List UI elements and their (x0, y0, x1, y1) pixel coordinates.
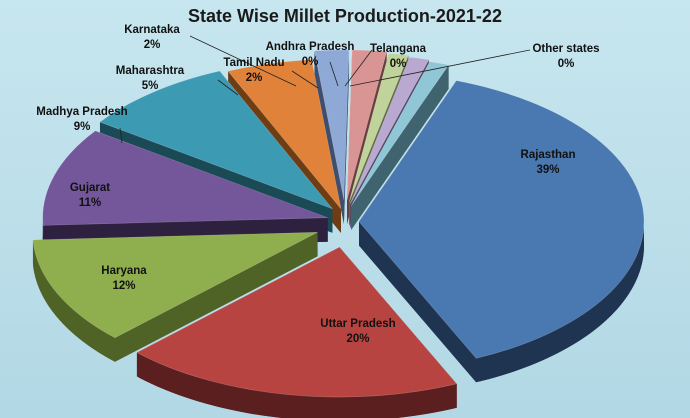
slice-top-karnataka (314, 49, 350, 200)
slice-name-rajasthan: Rajasthan (521, 149, 576, 161)
slice-name-uttar-pradesh: Uttar Pradesh (320, 318, 395, 330)
slice-name-andhra-pradesh: Andhra Pradesh (266, 41, 355, 53)
slice-name-other-states: Other states (532, 43, 599, 55)
label-maharashtra: Maharashtra 5% (116, 65, 239, 96)
label-rajasthan: Rajasthan 39% (521, 149, 576, 176)
label-gujarat: Gujarat 11% (70, 182, 110, 209)
slice-top-rajasthan (358, 80, 645, 359)
leader-line-tamil-nadu (291, 70, 319, 89)
slice-wall-end-other-states (351, 64, 449, 230)
leader-line-other-states (349, 49, 531, 87)
leader-line-madhya-pradesh (119, 127, 123, 144)
pie-slice-karnataka (314, 49, 350, 224)
chart-title: State Wise Millet Production-2021-22 (188, 6, 502, 26)
leader-line-telangana (344, 49, 373, 87)
slice-top-madhya-pradesh (99, 70, 334, 210)
slice-top-gujarat (42, 130, 328, 226)
pie-slice-rajasthan (358, 80, 645, 383)
slice-value-uttar-pradesh: 20% (346, 333, 369, 345)
slice-side-rajasthan (479, 218, 644, 382)
slice-side-uttar-pradesh (138, 353, 457, 418)
pie-slice-uttar-pradesh (136, 246, 458, 418)
slice-wall-end-karnataka (343, 49, 350, 224)
slice-wall-end-rajasthan (358, 221, 477, 383)
leader-line-karnataka (189, 35, 297, 87)
slice-value-madhya-pradesh: 9% (74, 121, 91, 133)
label-haryana: Haryana 12% (101, 265, 147, 292)
slice-value-andhra-pradesh: 0% (302, 56, 319, 68)
slice-wall-start-karnataka (314, 50, 344, 224)
label-other-states: Other states 0% (349, 43, 600, 87)
slice-value-gujarat: 11% (79, 197, 101, 209)
slice-top-other-states (350, 61, 450, 207)
label-madhya-pradesh: Madhya Pradesh 9% (36, 106, 128, 144)
slice-name-maharashtra: Maharashtra (116, 65, 185, 77)
slice-name-madhya-pradesh: Madhya Pradesh (36, 106, 127, 118)
slice-top-telangana (350, 56, 430, 204)
slice-value-karnataka: 2% (144, 39, 161, 51)
leader-line-andhra-pradesh (329, 61, 339, 87)
slice-value-rajasthan: 39% (536, 164, 559, 176)
slice-top-maharashtra (227, 59, 342, 210)
pie-slice-other-states (350, 61, 450, 230)
slice-value-maharashtra: 5% (142, 80, 159, 92)
slice-name-telangana: Telangana (370, 43, 427, 55)
label-karnataka: Karnataka 2% (124, 24, 297, 87)
label-andhra-pradesh: Andhra Pradesh 0% (266, 41, 355, 87)
slice-top-haryana (32, 231, 318, 339)
label-telangana: Telangana 0% (344, 43, 427, 87)
slice-value-other-states: 0% (558, 58, 575, 70)
slice-name-haryana: Haryana (101, 265, 147, 277)
pie-slice-haryana (32, 231, 318, 362)
slice-name-gujarat: Gujarat (70, 182, 110, 194)
label-uttar-pradesh: Uttar Pradesh 20% (320, 318, 395, 345)
label-tamil-nadu: Tamil Nadu 2% (223, 57, 319, 89)
slice-top-tamil-nadu (346, 49, 388, 201)
slice-value-tamil-nadu: 2% (246, 72, 263, 84)
slice-top-uttar-pradesh (136, 246, 458, 398)
slice-name-karnataka: Karnataka (124, 24, 180, 36)
leader-line-maharashtra (217, 79, 239, 96)
slice-value-telangana: 0% (390, 58, 407, 70)
slice-value-haryana: 12% (112, 280, 135, 292)
slice-name-tamil-nadu: Tamil Nadu (223, 57, 284, 69)
slice-side-haryana (33, 241, 115, 362)
slice-top-andhra-pradesh (348, 53, 409, 203)
slice-wall-start-haryana (114, 232, 318, 362)
